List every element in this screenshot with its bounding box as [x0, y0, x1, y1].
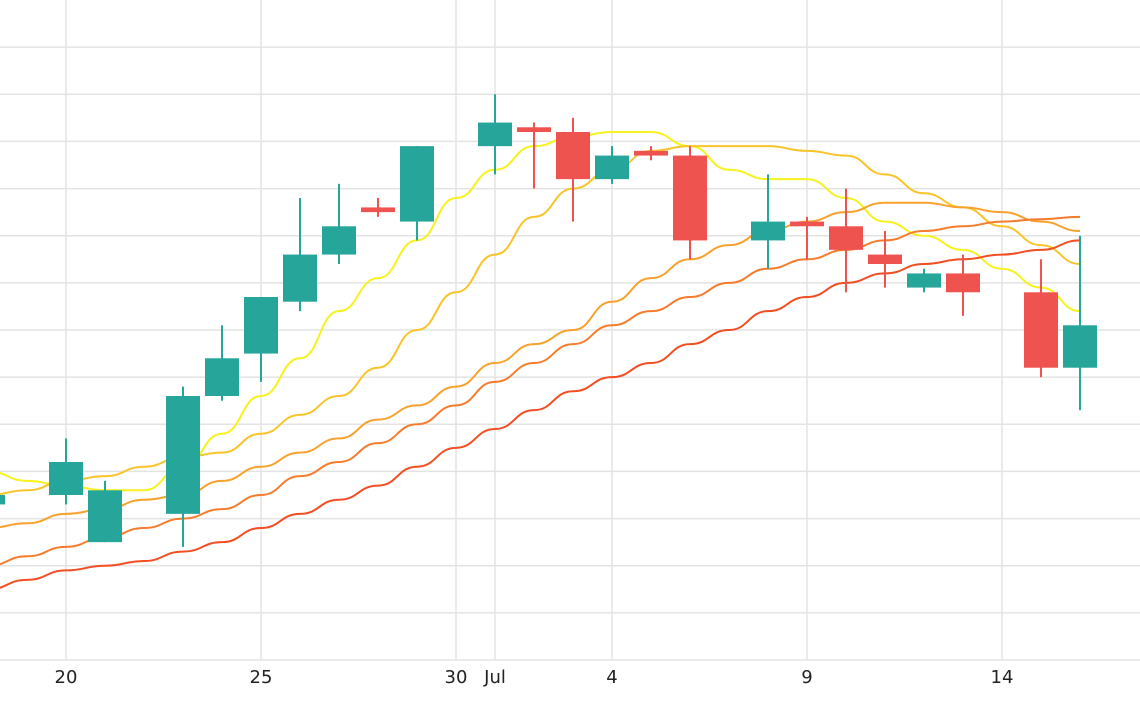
- candle-down: [1024, 259, 1058, 378]
- candle-up: [88, 480, 122, 543]
- candle-up: [49, 438, 83, 505]
- candle-body: [829, 226, 863, 250]
- candle-body: [517, 127, 551, 132]
- candle-body: [283, 254, 317, 302]
- moving-average-lines: [0, 131, 1081, 589]
- candle-body: [244, 297, 278, 354]
- candle-body: [556, 132, 590, 180]
- candle-body: [205, 358, 239, 396]
- candle-body: [361, 207, 395, 213]
- x-tick-label: 9: [801, 667, 812, 688]
- candle-body: [1024, 292, 1058, 368]
- candle-body: [400, 146, 434, 222]
- candle-body: [907, 273, 941, 288]
- candle-up: [1063, 235, 1097, 411]
- x-tick-label: Jul: [483, 667, 506, 688]
- candle-up: [244, 297, 278, 382]
- candle-down: [790, 216, 824, 260]
- candle-body: [673, 155, 707, 241]
- candle-body: [946, 273, 980, 293]
- candle-down: [673, 146, 707, 260]
- x-tick-label: 30: [445, 667, 468, 688]
- candle-body: [634, 150, 668, 156]
- candle-body: [790, 221, 824, 227]
- candle-up: [283, 198, 317, 312]
- x-tick-label: 25: [250, 667, 273, 688]
- candle-body: [478, 122, 512, 147]
- candle-up: [907, 268, 941, 293]
- candle-body: [0, 495, 5, 505]
- candle-down: [634, 146, 668, 161]
- candle-down: [946, 254, 980, 316]
- candle-body: [88, 490, 122, 543]
- moving-average-line-2: [0, 145, 1081, 496]
- candle-body: [166, 396, 200, 514]
- moving-average-line-1: [0, 131, 1081, 492]
- candle-up: [478, 94, 512, 175]
- x-axis-ticks: 20 25 30 Jul 4 9 14: [55, 667, 1014, 688]
- moving-average-line-4: [0, 215, 1081, 566]
- candle-body: [322, 226, 356, 255]
- x-tick-label: 4: [606, 667, 617, 688]
- x-tick-label: 14: [991, 667, 1014, 688]
- candle-body: [595, 155, 629, 180]
- candle-up: [0, 495, 5, 505]
- candle-up: [751, 174, 785, 269]
- candle-down: [517, 122, 551, 189]
- candle-up: [400, 146, 434, 241]
- candle-up: [595, 146, 629, 184]
- candle-down: [556, 117, 590, 222]
- candles: [0, 94, 1097, 547]
- candle-up: [205, 325, 239, 401]
- candle-up: [166, 386, 200, 547]
- candle-up: [322, 183, 356, 264]
- x-tick-label: 20: [55, 667, 78, 688]
- candle-down: [868, 231, 902, 288]
- candle-body: [868, 254, 902, 264]
- candle-body: [49, 462, 83, 495]
- candle-body: [751, 221, 785, 241]
- candle-down: [361, 198, 395, 217]
- candle-body: [1063, 325, 1097, 368]
- moving-average-line-5: [0, 239, 1081, 589]
- grid: [0, 0, 1140, 661]
- candle-down: [829, 188, 863, 293]
